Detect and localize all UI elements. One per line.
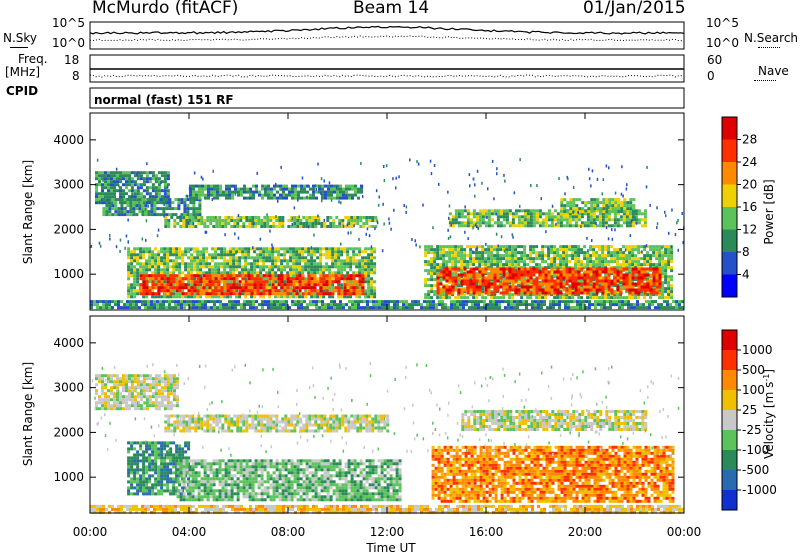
power-band-10 <box>90 300 684 310</box>
velocity-panel <box>89 315 685 514</box>
power-band-2 <box>164 216 378 228</box>
freq-tick-top: 18 <box>64 53 80 67</box>
cbar-tick-label: 16 <box>742 200 757 214</box>
freq-label: Freq. <box>18 52 48 66</box>
cbar-swatch <box>722 252 737 275</box>
cbar-tick-label: -100 <box>742 443 769 457</box>
cbar-swatch <box>722 162 737 185</box>
power-scatter <box>90 158 685 255</box>
cbar-swatch <box>722 470 737 490</box>
xtick-label: 16:00 <box>469 525 504 539</box>
noise-sky-line <box>89 25 685 35</box>
date-title: 01/Jan/2015 <box>583 0 686 18</box>
xtick-label: 04:00 <box>172 525 207 539</box>
cbar-tick-label: 20 <box>742 178 757 192</box>
cbar-tick-label: 500 <box>742 363 765 377</box>
noise-tick-right-bottom: 10^0 <box>706 36 739 50</box>
noise-search-line <box>89 35 685 42</box>
xtick-label: 00:00 <box>73 525 108 539</box>
velocity-ylabel: Slant Range [km] <box>21 362 35 466</box>
cbar-swatch <box>722 139 737 162</box>
cbar-swatch <box>722 430 737 450</box>
cpid-label: CPID <box>6 84 39 98</box>
nsky-label: N.Sky <box>3 31 38 45</box>
power-band-3 <box>189 184 363 200</box>
station-title: McMurdo (fitACF) <box>92 0 239 18</box>
noise-tick-left-top: 10^5 <box>52 16 85 30</box>
cbar-tick-label: 100 <box>742 383 765 397</box>
cbar-swatch <box>722 330 737 350</box>
cbar-tick-label: 8 <box>742 245 750 259</box>
freq-tick-bottom: 8 <box>72 69 80 83</box>
ytick-label: 4000 <box>53 133 84 147</box>
cbar-swatch <box>722 207 737 230</box>
cbar-swatch <box>722 274 737 297</box>
power-band-8 <box>448 209 647 228</box>
cbar-swatch <box>722 117 737 140</box>
velocity-band-3 <box>176 459 402 502</box>
noise-panel <box>89 21 685 50</box>
power-band-7 <box>436 267 662 295</box>
nsearch-label: N.Search <box>744 31 799 45</box>
nave-label: Nave <box>758 64 789 78</box>
cbar-tick-label: -500 <box>742 463 769 477</box>
cbar-swatch <box>722 490 737 510</box>
power-cbar-label: Power [dB] <box>762 179 776 244</box>
cbar-tick-label: 1000 <box>742 343 773 357</box>
power-band-5 <box>139 274 365 296</box>
cbar-swatch <box>722 450 737 470</box>
ytick-label: 4000 <box>53 336 84 350</box>
cbar-swatch <box>722 390 737 410</box>
nave-line <box>89 74 685 78</box>
velocity-band-6 <box>90 504 684 514</box>
xtick-label: 08:00 <box>271 525 306 539</box>
beam-title: Beam 14 <box>353 0 430 18</box>
velocity-scatter <box>91 362 680 458</box>
cbar-tick-label: -1000 <box>742 483 777 497</box>
cbar-swatch <box>722 370 737 390</box>
ytick-label: 2000 <box>53 425 84 439</box>
xtick-label: 00:00 <box>667 525 702 539</box>
ytick-label: 1000 <box>53 470 84 484</box>
xtick-label: 20:00 <box>568 525 603 539</box>
power-band-1 <box>102 198 202 217</box>
ytick-label: 3000 <box>53 381 84 395</box>
freq-panel <box>89 54 685 83</box>
cbar-tick-label: 28 <box>742 133 757 147</box>
nsky-legend-line <box>10 47 28 48</box>
cbar-tick-label: 24 <box>742 155 757 169</box>
power-panel <box>89 112 685 311</box>
nave-legend-line <box>754 80 776 81</box>
velocity-cbar-label: Velocity [m s-1] <box>762 369 777 459</box>
velocity-band-4 <box>431 445 675 503</box>
cpid-value: normal (fast) 151 RF <box>94 93 234 107</box>
nave-tick-top: 60 <box>707 53 723 67</box>
cbar-frame <box>721 329 738 511</box>
cbar-tick-label: 12 <box>742 223 757 237</box>
cbar-tick-label: -25 <box>742 423 762 437</box>
freq-unit-label: [MHz] <box>5 65 41 79</box>
cbar-swatch <box>722 410 737 430</box>
time-xlabel: Time UT <box>365 541 416 554</box>
cpid-panel <box>89 87 685 109</box>
cbar-swatch <box>722 184 737 207</box>
ytick-label: 1000 <box>53 267 84 281</box>
ytick-label: 3000 <box>53 178 84 192</box>
power-band-9 <box>560 198 636 214</box>
cbar-swatch <box>722 350 737 370</box>
power-colorbar: 4 8 12 16 20 24 28 <box>721 116 757 298</box>
velocity-band-5 <box>461 410 648 431</box>
cbar-swatch <box>722 229 737 252</box>
ytick-label: 2000 <box>53 222 84 236</box>
power-ylabel: Slant Range [km] <box>21 160 35 264</box>
xtick-label: 12:00 <box>370 525 405 539</box>
noise-tick-left-bottom: 10^0 <box>52 36 85 50</box>
noise-tick-right-top: 10^5 <box>706 16 739 30</box>
velocity-colorbar: 1000 500 100 25 -25 -100 -500 -1000 <box>721 329 777 511</box>
cbar-tick-label: 4 <box>742 268 750 282</box>
nsearch-legend-line <box>758 47 780 48</box>
cbar-tick-label: 25 <box>742 403 757 417</box>
nave-tick-bottom: 0 <box>707 69 715 83</box>
